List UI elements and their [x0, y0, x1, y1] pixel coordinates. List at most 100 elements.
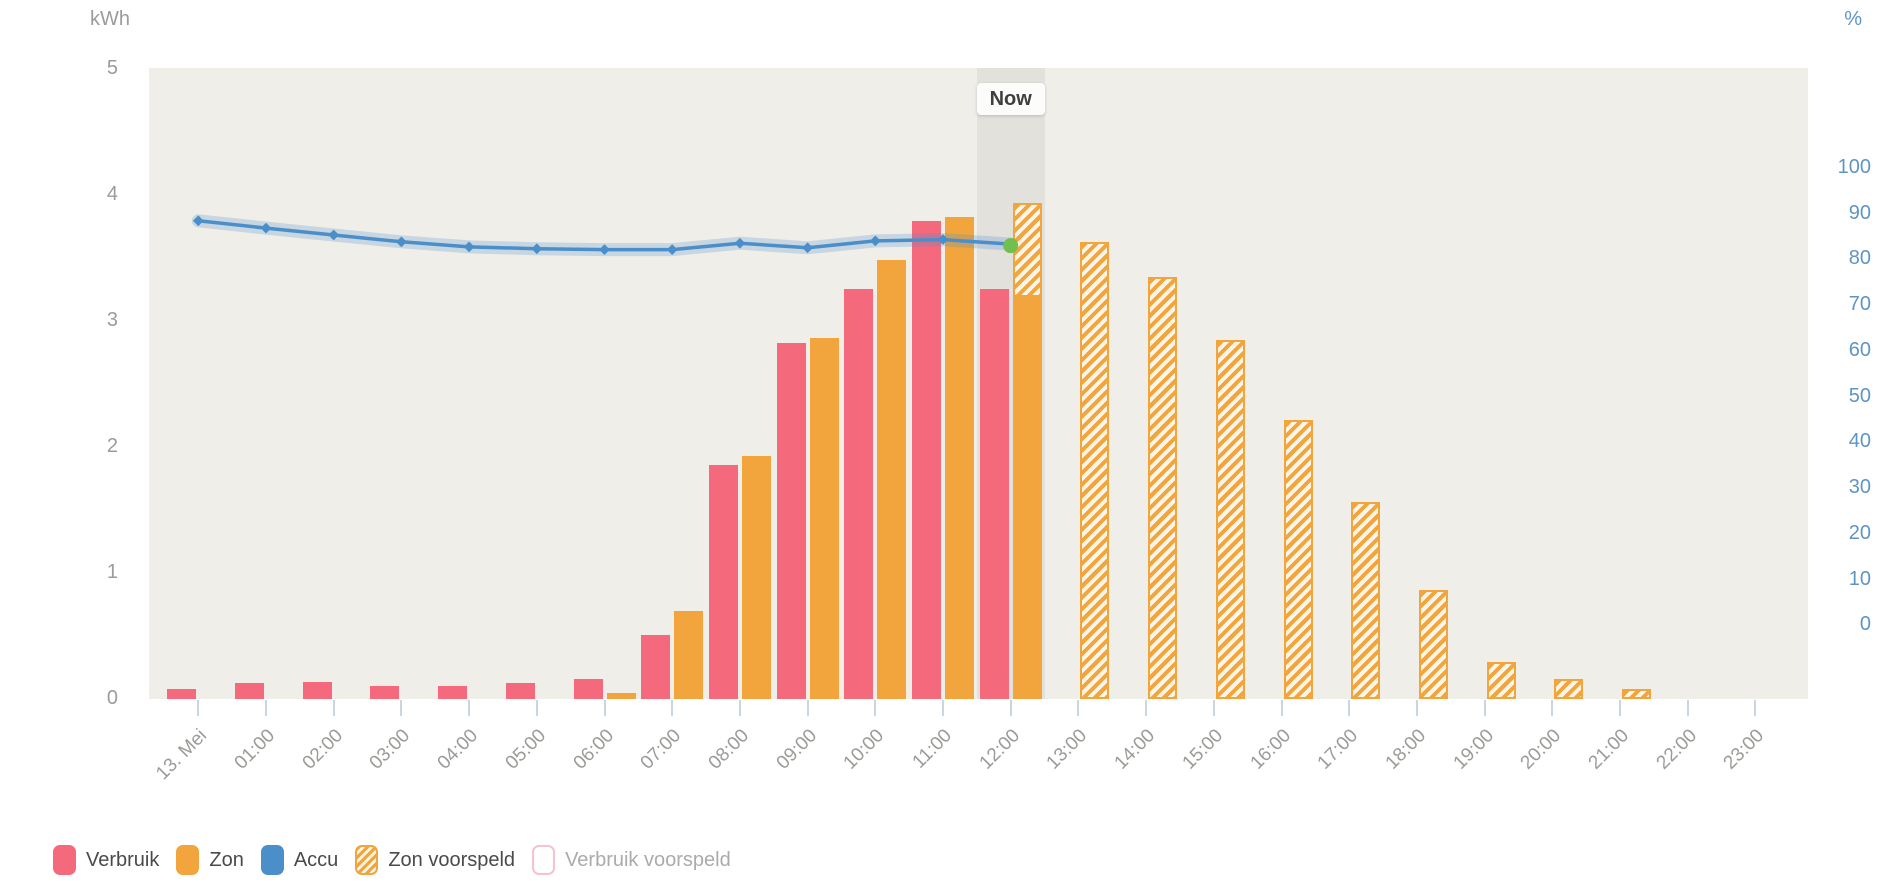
bar-verbruik-11:00[interactable] [912, 220, 941, 699]
accu-point-marker[interactable] [802, 242, 813, 254]
right-axis-tick-label: 10 [1848, 567, 1871, 590]
bar-zon-voorspeld-19:00[interactable] [1486, 661, 1516, 699]
bar-verbruik-08:00[interactable] [708, 465, 738, 699]
bar-zon-09:00[interactable] [809, 337, 839, 699]
bar-zon-08:00[interactable] [741, 456, 771, 699]
bar-zon-voorspeld-20:00[interactable] [1554, 679, 1584, 699]
bar-zon-10:00[interactable] [877, 259, 907, 699]
right-axis-tick-label: 80 [1848, 247, 1871, 270]
accu-swatch-icon [260, 845, 284, 875]
left-axis-tick-label: 4 [106, 183, 118, 206]
x-axis-tick [1619, 700, 1621, 716]
bar-verbruik-06:00[interactable] [573, 679, 603, 699]
right-axis-tick-label: 40 [1848, 430, 1871, 453]
bar-verbruik-13. Mei[interactable] [167, 689, 197, 699]
accu-point-marker[interactable] [260, 222, 272, 234]
right-axis-tick-label: 50 [1848, 384, 1871, 407]
bar-verbruik-01:00[interactable] [235, 683, 264, 699]
x-axis-tick [332, 700, 335, 716]
right-axis-tick-label: 70 [1848, 293, 1871, 316]
x-axis-tick [1754, 700, 1757, 716]
x-axis-tick [1551, 700, 1554, 716]
x-axis-tick [942, 700, 944, 716]
accu-point-marker[interactable] [869, 235, 881, 247]
accu-point-marker[interactable] [328, 229, 340, 241]
x-axis-tick [1348, 700, 1351, 716]
accu-current-marker[interactable] [1003, 238, 1019, 254]
accu-point-marker[interactable] [396, 236, 407, 248]
bar-zon-voorspeld-16:00[interactable] [1283, 419, 1313, 699]
bar-zon-06:00[interactable] [606, 693, 636, 699]
right-axis-tick-label: 20 [1848, 521, 1871, 544]
bar-zon-12:00[interactable] [1012, 297, 1042, 699]
bar-verbruik-12:00[interactable] [979, 288, 1009, 699]
right-axis-title: % [1844, 8, 1862, 30]
x-axis-tick [400, 700, 403, 716]
bar-verbruik-05:00[interactable] [505, 683, 535, 699]
x-axis-tick [874, 700, 877, 716]
x-axis-tick [671, 700, 674, 716]
x-axis-tick [603, 700, 606, 716]
x-axis-tick [806, 700, 809, 716]
right-axis-tick-label: 90 [1848, 201, 1871, 224]
legend-label: Zon voorspeld [388, 848, 516, 871]
right-axis-tick-label: 60 [1848, 338, 1871, 361]
bar-verbruik-02:00[interactable] [302, 681, 332, 699]
legend-label: Accu [293, 848, 339, 871]
bar-zon-07:00[interactable] [674, 611, 704, 699]
accu-point-marker[interactable] [463, 241, 475, 253]
left-axis-tick-label: 1 [106, 561, 118, 584]
bar-zon-voorspeld-17:00[interactable] [1351, 501, 1381, 699]
verbruik-voorspeld-swatch-icon [532, 845, 556, 875]
legend-item-verbruik-voorspeld[interactable]: Verbruik voorspeld [532, 845, 731, 875]
accu-point-marker[interactable] [531, 243, 543, 255]
x-axis-tick [265, 700, 267, 716]
legend-item-zon[interactable]: Zon [176, 845, 244, 875]
bar-zon-voorspeld-21:00[interactable] [1622, 689, 1651, 699]
x-axis-tick [1280, 700, 1283, 716]
x-axis-tick [1212, 700, 1215, 716]
bar-zon-voorspeld-18:00[interactable] [1418, 589, 1448, 699]
left-axis-tick-label: 2 [106, 435, 118, 458]
bar-verbruik-07:00[interactable] [641, 635, 671, 699]
bar-zon-voorspeld-14:00[interactable] [1148, 277, 1178, 699]
legend: Verbruik Zon Accu Zon voorspeld Verbruik… [53, 844, 731, 876]
now-label: Now [976, 83, 1045, 115]
left-axis-tick-label: 5 [106, 57, 118, 79]
bar-verbruik-03:00[interactable] [370, 685, 400, 699]
x-axis-tick [468, 700, 471, 716]
bar-verbruik-04:00[interactable] [438, 685, 468, 699]
accu-line-chart [191, 214, 1019, 257]
x-axis-tick [1415, 700, 1418, 716]
x-axis-tick [535, 700, 538, 716]
legend-label: Verbruik [86, 848, 160, 871]
left-axis-tick-label: 3 [106, 309, 118, 332]
x-axis-tick [1145, 700, 1148, 716]
x-axis-tick [1077, 700, 1080, 716]
left-axis-title: kWh [90, 8, 130, 30]
legend-label: Verbruik voorspeld [565, 848, 731, 871]
bar-zon-11:00[interactable] [945, 216, 974, 699]
x-axis-tick [738, 700, 741, 716]
x-axis-tick [1686, 700, 1689, 716]
legend-item-zon-voorspeld[interactable]: Zon voorspeld [355, 845, 515, 875]
bar-zon-voorspeld-15:00[interactable] [1215, 340, 1245, 699]
left-axis-tick-label: 0 [106, 687, 118, 710]
x-axis-tick [197, 700, 200, 716]
right-axis-tick-label: 0 [1859, 613, 1871, 636]
accu-point-marker[interactable] [599, 244, 610, 255]
zon-voorspeld-swatch-icon [355, 845, 379, 875]
legend-item-accu[interactable]: Accu [260, 845, 339, 875]
zon-swatch-icon [176, 845, 200, 875]
right-axis-tick-label: 30 [1848, 476, 1871, 499]
bar-verbruik-10:00[interactable] [844, 288, 874, 699]
right-axis-tick-label: 100 [1837, 155, 1871, 178]
x-axis-tick [1009, 700, 1012, 716]
bar-verbruik-09:00[interactable] [776, 342, 806, 699]
legend-label: Zon [209, 848, 244, 871]
bar-zon-voorspeld-13:00[interactable] [1080, 241, 1110, 699]
legend-item-verbruik[interactable]: Verbruik [53, 845, 159, 875]
x-axis-tick [1483, 700, 1486, 716]
plot-area [149, 68, 1808, 699]
